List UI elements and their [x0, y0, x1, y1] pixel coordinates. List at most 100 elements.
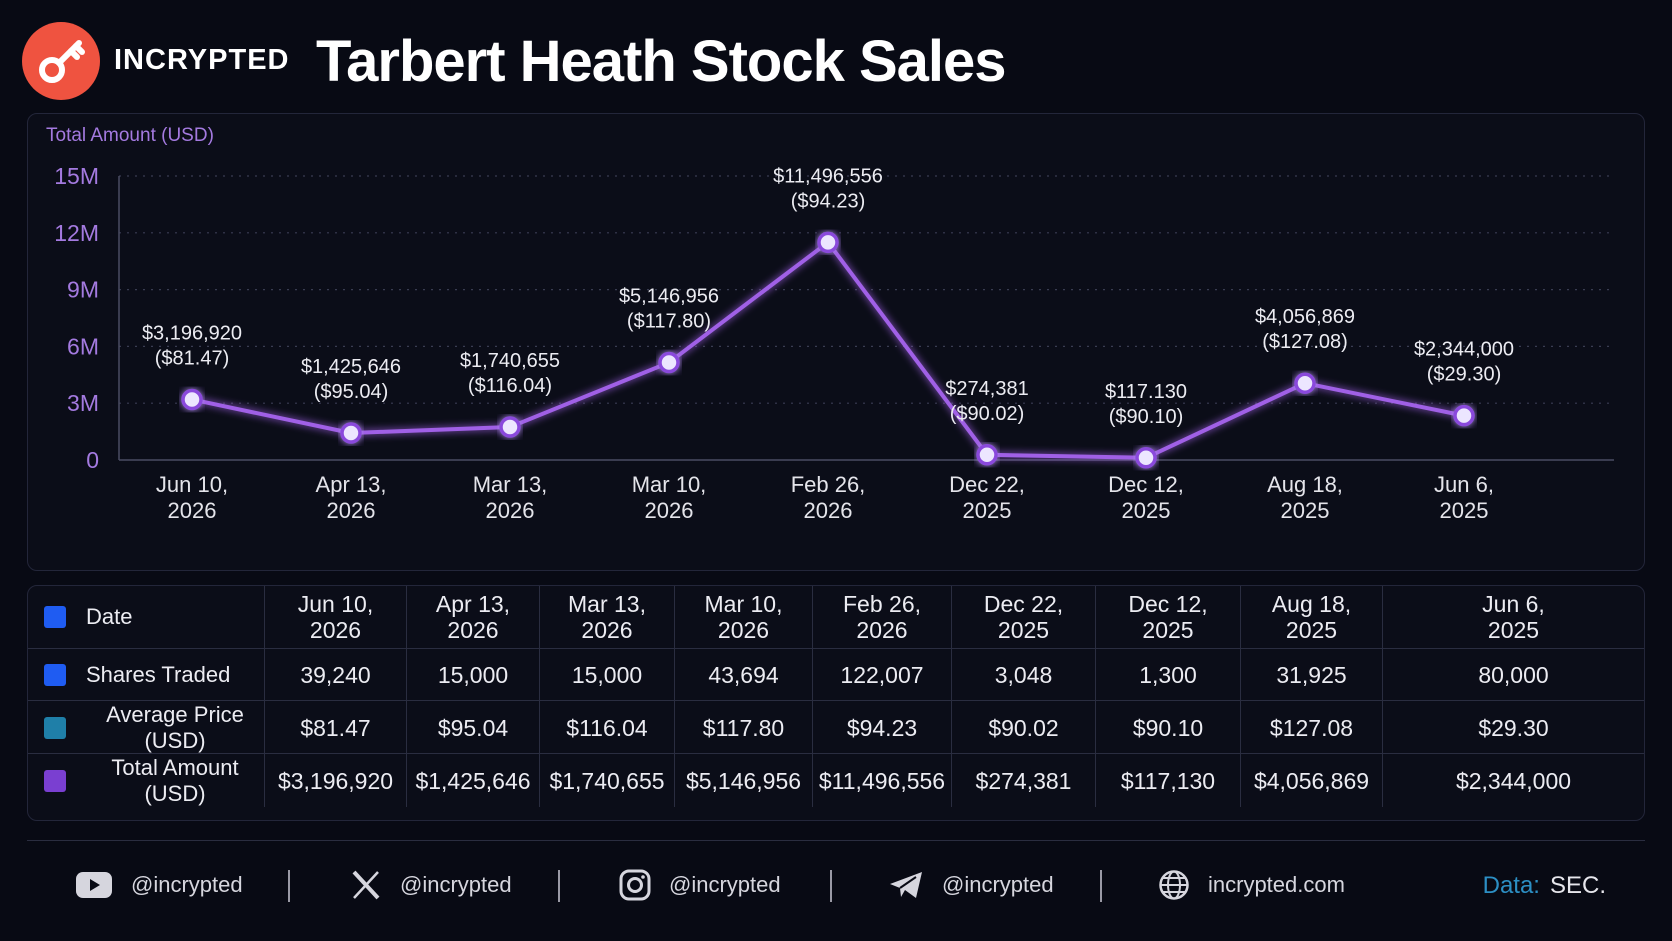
y-tick-label: 15M [54, 163, 99, 189]
table-cell: Dec 12, 2025 [1095, 586, 1240, 648]
row-label: Date [28, 586, 264, 648]
row-label-text: Average Price (USD) [106, 701, 244, 753]
table-cell: $11,496,556 [812, 754, 951, 807]
instagram-icon [619, 869, 651, 901]
footer-divider [27, 840, 1645, 841]
table-cell: $127.08 [1240, 701, 1382, 754]
social-website[interactable]: incrypted.com [1158, 860, 1345, 910]
row-label: Average Price (USD) [28, 701, 264, 754]
x-icon [352, 870, 380, 900]
data-point [976, 444, 998, 466]
source-label: Data: [1482, 872, 1540, 899]
social-instagram[interactable]: @incrypted [619, 860, 781, 910]
table-cell: $5,146,956 [674, 754, 812, 807]
social-handle: incrypted.com [1208, 872, 1345, 897]
page-title: Tarbert Heath Stock Sales [316, 29, 1007, 94]
row-label: Total Amount (USD) [28, 754, 264, 807]
social-handle: @incrypted [942, 872, 1054, 897]
table-cell: 3,048 [951, 649, 1095, 701]
table-cell: $117,130 [1095, 754, 1240, 807]
y-tick-label: 3M [67, 390, 99, 416]
data-point [817, 231, 839, 254]
data-label: $11,496,556 ($94.23) [773, 165, 883, 212]
data-point [1294, 372, 1316, 394]
table-cell: $3,196,920 [264, 754, 406, 807]
table-cell: Mar 13, 2026 [539, 586, 674, 648]
brand-name: INCRYPTED [114, 44, 290, 76]
x-tick-label: Apr 13, 2026 [316, 472, 387, 523]
youtube-icon [76, 872, 112, 898]
table-cell: $1,740,655 [539, 754, 674, 807]
table-cell: $90.10 [1095, 701, 1240, 754]
data-table: Date Jun 10, 2026 Apr 13, 2026 Mar 13, 2026 Mar… [27, 585, 1645, 821]
data-label: $4,056,869 ($127.08) [1255, 306, 1355, 353]
table-cell: 1,300 [1095, 649, 1240, 701]
table-cell: $1,425,646 [406, 754, 539, 807]
row-label: Shares Traded [28, 649, 264, 701]
table-cell: $94.23 [812, 701, 951, 754]
table-cell: $90.02 [951, 701, 1095, 754]
line-chart: Total Amount (USD) 0 3M 6M 9M 12M 15M Jun 10, 20… [46, 125, 1614, 523]
logo [22, 22, 100, 100]
x-tick-label: Jun 6, 2025 [1434, 472, 1494, 523]
telegram-icon [890, 872, 922, 898]
table-cell: Feb 26, 2026 [812, 586, 951, 648]
table-cell: Aug 18, 2025 [1240, 586, 1382, 648]
data-label: $117.130 ($90.10) [1105, 381, 1187, 428]
table-cell: $274,381 [951, 754, 1095, 807]
row-label-text: Total Amount (USD) [111, 754, 239, 806]
source-value: SEC. [1549, 872, 1606, 899]
table-row: Date Jun 10, 2026 Apr 13, 2026 Mar 13, 2026 Mar… [28, 586, 1644, 648]
legend-swatch [44, 664, 66, 686]
x-tick-label: Mar 10, 2026 [632, 472, 707, 523]
table-cell: 15,000 [406, 649, 539, 701]
x-tick-label: Mar 13, 2026 [473, 472, 548, 523]
social-handle: @incrypted [131, 872, 243, 897]
table-cell: Jun 10, 2026 [264, 586, 406, 648]
data-label: $1,740,655 ($116.04) [460, 350, 560, 397]
footer-separator [1100, 870, 1102, 902]
table-cell: $116.04 [539, 701, 674, 754]
key-icon [39, 40, 85, 83]
social-telegram[interactable]: @incrypted [888, 860, 1054, 910]
y-tick-label: 9M [67, 277, 99, 303]
table-cell: 39,240 [264, 649, 406, 701]
social-youtube[interactable]: @incrypted [75, 860, 243, 910]
table-cell: Jun 6, 2025 [1382, 586, 1644, 648]
table-cell: $2,344,000 [1382, 754, 1644, 807]
table-cell: 15,000 [539, 649, 674, 701]
table-cell: 31,925 [1240, 649, 1382, 701]
data-point [658, 351, 680, 374]
table-cell: $29.30 [1382, 701, 1644, 754]
table-cell: 43,694 [674, 649, 812, 701]
data-label: $274,381 ($90.02) [945, 378, 1028, 425]
y-tick-label: 12M [54, 220, 99, 246]
table-cell: $81.47 [264, 701, 406, 754]
row-label-text: Shares Traded [86, 662, 231, 687]
data-point [340, 422, 362, 444]
data-label: $5,146,956 ($117.80) [619, 286, 719, 333]
y-axis-title: Total Amount (USD) [46, 125, 214, 146]
data-label: $3,196,920 ($81.47) [142, 322, 242, 369]
data-label: $1,425,646 ($95.04) [301, 356, 401, 403]
table-row: Average Price (USD) $81.47 $95.04 $116.04 $1… [28, 700, 1644, 754]
data-point [1135, 447, 1157, 469]
table-cell: $4,056,869 [1240, 754, 1382, 807]
legend-swatch [44, 716, 66, 739]
header: INCRYPTED Tarbert Heath Stock Sales [0, 0, 1672, 112]
table-cell: Dec 22, 2025 [951, 586, 1095, 648]
data-source: Data: SEC. [1483, 872, 1606, 900]
social-handle: @incrypted [669, 872, 781, 897]
x-tick-label: Feb 26, 2026 [791, 472, 866, 523]
data-point [181, 388, 203, 411]
table-cell: Mar 10, 2026 [674, 586, 812, 648]
table-cell: $117.80 [674, 701, 812, 754]
table-cell: 122,007 [812, 649, 951, 701]
footer-separator [830, 870, 832, 902]
social-x[interactable]: @incrypted [350, 860, 512, 910]
table-cell: $95.04 [406, 701, 539, 754]
table-row: Total Amount (USD) $3,196,920 $1,425,646 $1… [28, 753, 1644, 807]
row-label-text: Date [86, 604, 133, 629]
legend-swatch [44, 769, 66, 792]
table-row: Shares Traded 39,240 15,000 15,000 43,694 122… [28, 648, 1644, 701]
